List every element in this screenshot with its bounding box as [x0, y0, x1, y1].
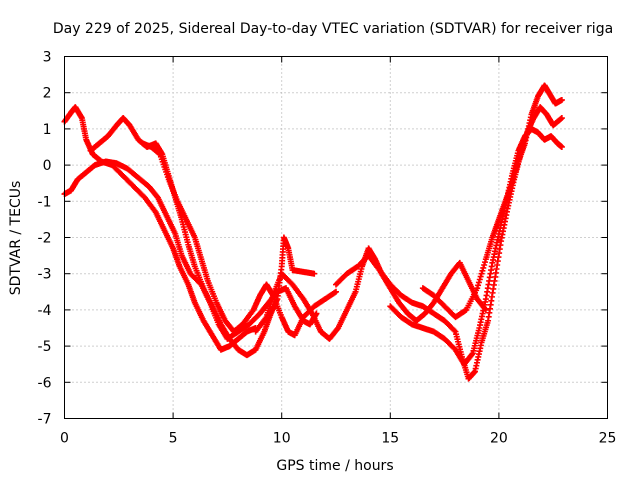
data-point: [558, 96, 565, 103]
data-point: [558, 144, 565, 150]
x-tick-label: 25: [599, 431, 617, 447]
data-point: [451, 327, 458, 334]
y-tick-label: -2: [38, 231, 52, 247]
data-point: [311, 270, 318, 277]
axis-ticks: [64, 56, 608, 419]
y-tick-label: 2: [43, 86, 52, 102]
y-tick-label: 0: [43, 158, 52, 174]
series-track-6: [333, 104, 565, 382]
y-tick-label: 3: [43, 50, 52, 66]
data-point: [468, 351, 475, 358]
series-track-8: [419, 82, 565, 321]
data-point: [333, 288, 339, 295]
x-tick-label: 15: [381, 431, 399, 447]
y-tick-label: -3: [38, 267, 52, 283]
x-tick-label: 0: [60, 431, 69, 447]
data-point: [481, 262, 488, 269]
y-tick-label: -1: [38, 194, 52, 210]
x-axis-label: GPS time / hours: [276, 458, 393, 474]
data-point: [478, 270, 485, 277]
data-point: [474, 285, 481, 292]
y-tick-label: 1: [43, 122, 52, 138]
y-tick-label: -4: [38, 303, 52, 319]
data-points: [61, 82, 565, 382]
y-tick-label: -7: [38, 412, 52, 428]
data-point: [475, 279, 482, 286]
data-point: [477, 273, 484, 280]
y-tick-labels: 3 2 1 0 -1 -2 -3 -4 -5 -6 -7: [38, 50, 52, 428]
data-point: [480, 264, 487, 271]
series-track-4: [139, 140, 339, 339]
x-tick-label: 20: [490, 431, 508, 447]
y-tick-label: -6: [38, 375, 52, 391]
series-track-7: [387, 125, 565, 368]
y-tick-label: -5: [38, 339, 52, 355]
series-track-1: [61, 104, 259, 353]
data-point: [481, 259, 488, 266]
data-point: [475, 282, 482, 289]
grid: [64, 56, 608, 419]
data-point: [479, 267, 486, 274]
x-tick-label: 5: [169, 431, 178, 447]
chart-title: Day 229 of 2025, Sidereal Day-to-day VTE…: [53, 21, 613, 37]
x-tick-labels: 0 5 10 15 20 25: [60, 431, 616, 447]
x-tick-label: 10: [273, 431, 291, 447]
data-point: [476, 276, 483, 283]
plot-frame: [64, 56, 608, 419]
data-point: [558, 115, 565, 122]
y-axis-label: SDTVAR / TECUs: [8, 181, 24, 296]
